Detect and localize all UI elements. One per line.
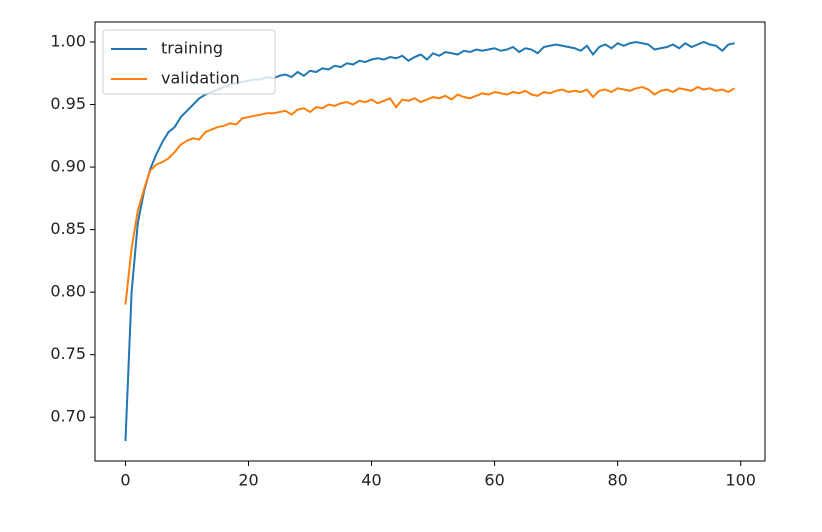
x-tick-label: 40: [361, 471, 381, 490]
x-tick-label: 100: [725, 471, 756, 490]
legend: training validation: [102, 29, 276, 95]
x-tick-label: 60: [484, 471, 504, 490]
y-tick-label: 0.70: [50, 407, 86, 426]
x-tick-label: 0: [120, 471, 130, 490]
y-tick-label: 0.75: [50, 344, 86, 363]
data-line: [124, 85, 736, 305]
legend-label: training: [161, 39, 223, 58]
y-tick-label: 0.90: [50, 157, 86, 176]
x-tick-label: 80: [607, 471, 627, 490]
y-tick-label: 0.80: [50, 282, 86, 301]
y-tick-label: 0.95: [50, 94, 86, 113]
y-tick-label: 0.85: [50, 219, 86, 238]
y-tick-label: 1.00: [50, 32, 86, 51]
data-line: [124, 40, 735, 442]
axes-frame: [94, 21, 766, 462]
x-tick-label: 20: [238, 471, 258, 490]
legend-label: validation: [161, 69, 240, 88]
